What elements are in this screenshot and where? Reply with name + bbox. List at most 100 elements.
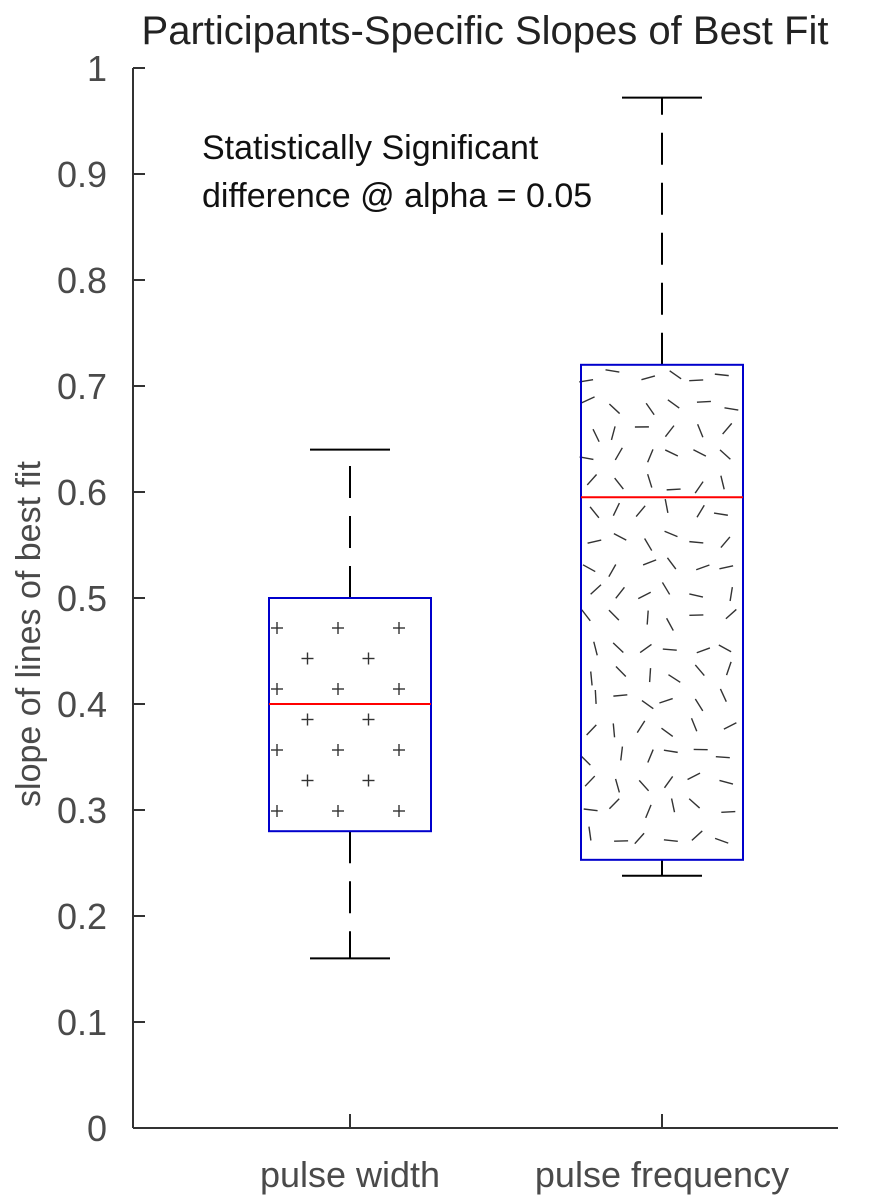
pattern-dash	[729, 587, 734, 602]
pattern-dash	[666, 488, 681, 491]
pattern-dash	[613, 694, 628, 697]
pattern-dash	[693, 449, 707, 457]
y-tick-label: 0.7	[57, 366, 107, 407]
chart-title: Participants-Specific Slopes of Best Fit	[142, 9, 829, 53]
axes: 0 0.1 0.2 0.3 0.4 0.5 0.6 0.7 0.8 0.9 1 pulse width…	[57, 48, 838, 1195]
annotation-line-2: difference @ alpha = 0.05	[202, 177, 592, 215]
y-axis-label: slope of lines of best fit	[10, 461, 48, 807]
y-tick-label: 0.6	[57, 472, 107, 513]
pattern-dash	[724, 407, 739, 411]
pattern-dash	[696, 647, 711, 654]
y-tick-label: 0	[87, 1108, 107, 1149]
pattern-dash	[589, 506, 600, 519]
pattern-dash	[615, 666, 627, 678]
pattern-dash	[608, 403, 621, 415]
pattern-dash	[719, 688, 727, 702]
pattern-dash	[719, 779, 734, 785]
pattern-dash	[721, 810, 736, 813]
pattern-dash	[664, 530, 678, 538]
pattern-dash	[689, 379, 704, 382]
pattern-dash	[714, 837, 729, 844]
pattern-dash	[593, 641, 598, 656]
pattern-dash	[613, 532, 627, 541]
y-tick-label: 0.9	[57, 154, 107, 195]
pattern-dash	[581, 396, 595, 404]
pattern-dash	[605, 369, 620, 373]
pattern-dash	[646, 449, 654, 463]
pattern-dash	[691, 830, 703, 841]
pattern-dash	[612, 723, 616, 738]
pattern-dash	[668, 674, 681, 683]
pattern-dash	[590, 584, 602, 595]
pattern-dash	[583, 808, 598, 812]
pattern-dash	[719, 449, 731, 460]
pattern-dash	[641, 375, 656, 381]
pattern-dash	[659, 697, 673, 704]
pattern-dash	[694, 481, 704, 494]
pattern-dash	[648, 668, 652, 683]
pattern-dash	[723, 722, 737, 730]
pattern-dash	[615, 586, 625, 599]
pattern-dash	[586, 724, 597, 736]
pattern-dash	[620, 746, 624, 761]
box-pulse-width	[268, 448, 432, 960]
pattern-dash	[610, 426, 616, 441]
x-tick-label: pulse width	[260, 1154, 440, 1195]
pattern-dash	[608, 564, 617, 578]
pattern-dash	[638, 779, 650, 792]
y-tick-label: 0.4	[57, 684, 107, 725]
pattern-dash	[687, 772, 701, 781]
pattern-dash	[646, 474, 653, 488]
pattern-dash	[614, 477, 624, 490]
pattern-dash	[713, 512, 728, 516]
pattern-dash	[584, 775, 596, 787]
pattern-dash	[694, 664, 705, 677]
pattern-dash	[694, 698, 704, 712]
pattern-dash	[725, 661, 732, 676]
x-tick-label: pulse frequency	[535, 1154, 789, 1195]
annotation-line-1: Statistically Significant	[202, 129, 539, 167]
pattern-dash	[722, 422, 733, 435]
pattern-dash	[695, 564, 710, 571]
pattern-dash	[667, 399, 680, 409]
pattern-dash	[690, 718, 698, 732]
pattern-dash	[661, 727, 674, 738]
pattern-dash	[579, 754, 591, 766]
pattern-dash	[645, 804, 652, 819]
pattern-dash	[646, 610, 649, 625]
pattern-dash	[665, 617, 674, 631]
pattern-dash	[719, 565, 734, 570]
pattern-dash	[666, 557, 677, 570]
boxes	[268, 96, 744, 960]
y-tick-label: 0.8	[57, 260, 107, 301]
box-pattern	[271, 622, 405, 817]
y-tick-label: 0.3	[57, 790, 107, 831]
pattern-dash	[594, 689, 597, 704]
pattern-dash	[725, 608, 737, 620]
pattern-dash	[715, 755, 730, 759]
y-tick-label: 1	[87, 48, 107, 89]
pattern-dash	[612, 502, 621, 516]
box-fill	[269, 598, 431, 832]
pattern-dash	[670, 798, 676, 813]
box-pattern	[579, 369, 739, 845]
pattern-dash	[689, 540, 704, 544]
pattern-dash	[664, 425, 675, 438]
pattern-dash	[641, 699, 654, 710]
pattern-dash	[582, 564, 596, 573]
pattern-dash	[663, 776, 674, 789]
box-fill	[581, 364, 743, 860]
pattern-dash	[587, 539, 602, 544]
pattern-dash	[612, 642, 624, 653]
pattern-dash	[590, 671, 593, 686]
pattern-dash	[664, 449, 679, 457]
pattern-dash	[689, 593, 704, 598]
y-tick-label: 0.1	[57, 1002, 107, 1043]
pattern-dash	[639, 643, 652, 654]
pattern-dash	[608, 798, 620, 810]
pattern-dash	[637, 591, 652, 600]
pattern-dash	[696, 504, 705, 518]
pattern-dash	[714, 373, 729, 377]
pattern-dash	[588, 826, 592, 841]
y-tick-label: 0.2	[57, 896, 107, 937]
